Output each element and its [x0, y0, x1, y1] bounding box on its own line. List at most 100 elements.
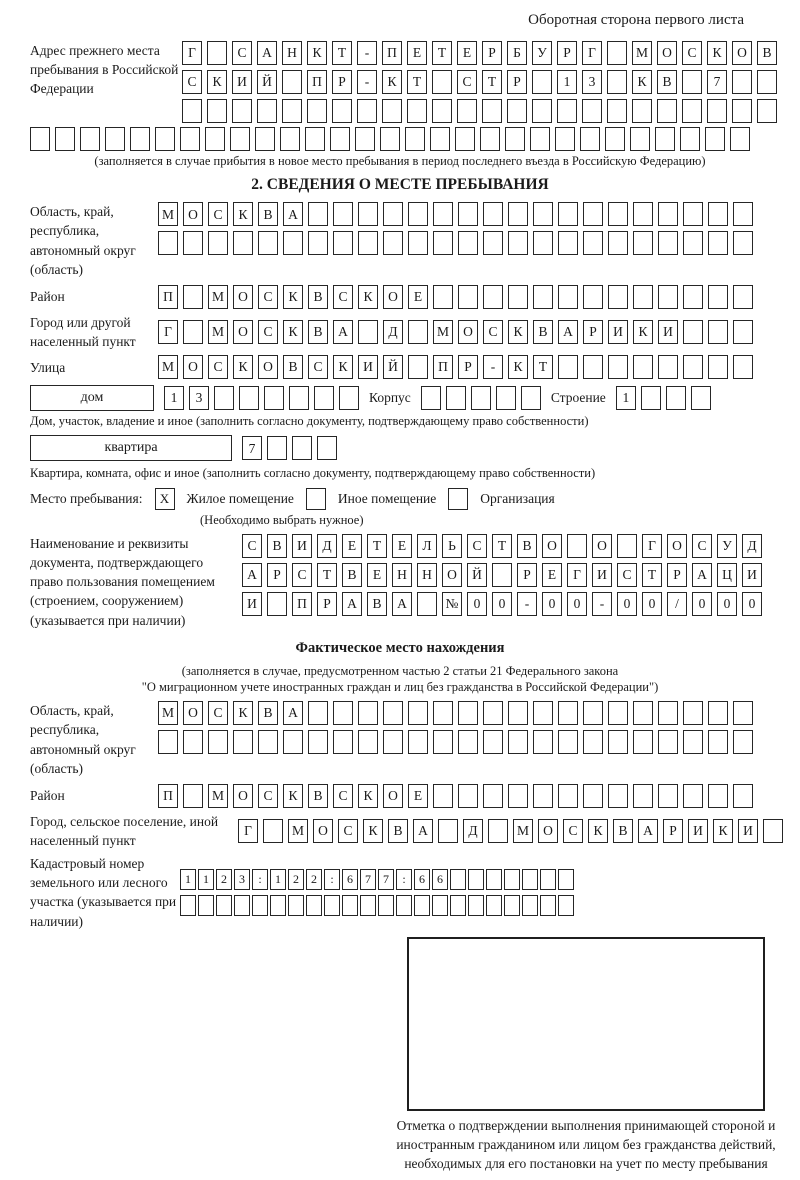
- char-box[interactable]: [507, 99, 527, 123]
- char-box[interactable]: С: [692, 533, 712, 558]
- char-box[interactable]: В: [308, 284, 328, 309]
- char-box[interactable]: [158, 231, 178, 256]
- char-box[interactable]: К: [508, 355, 528, 380]
- char-box[interactable]: [508, 202, 528, 227]
- char-box[interactable]: [438, 819, 458, 843]
- char-box[interactable]: [680, 127, 700, 151]
- char-box[interactable]: [683, 284, 703, 309]
- char-box[interactable]: [732, 99, 752, 123]
- char-box[interactable]: [270, 894, 286, 916]
- char-box[interactable]: [608, 355, 628, 380]
- char-box[interactable]: [488, 819, 508, 843]
- char-box[interactable]: 6: [342, 868, 358, 890]
- char-box[interactable]: К: [207, 70, 227, 94]
- char-box[interactable]: [252, 894, 268, 916]
- char-box[interactable]: [378, 894, 394, 916]
- char-box[interactable]: О: [383, 783, 403, 808]
- char-box[interactable]: [430, 127, 450, 151]
- char-box[interactable]: С: [467, 533, 487, 558]
- char-box[interactable]: [339, 386, 359, 411]
- char-box[interactable]: [282, 99, 302, 123]
- char-box[interactable]: [408, 730, 428, 755]
- char-box[interactable]: [708, 284, 728, 309]
- char-box[interactable]: №: [442, 591, 462, 616]
- char-box[interactable]: О: [233, 320, 253, 345]
- char-box[interactable]: А: [342, 591, 362, 616]
- char-box[interactable]: Ь: [442, 533, 462, 558]
- char-box[interactable]: Й: [257, 70, 277, 94]
- char-box[interactable]: [360, 894, 376, 916]
- char-box[interactable]: [207, 99, 227, 123]
- char-box[interactable]: [408, 355, 428, 380]
- char-box[interactable]: [358, 202, 378, 227]
- char-box[interactable]: Д: [317, 533, 337, 558]
- char-box[interactable]: [665, 386, 686, 411]
- char-box[interactable]: Р: [557, 41, 577, 65]
- char-box[interactable]: [658, 202, 678, 227]
- char-box[interactable]: 1: [557, 70, 577, 94]
- char-box[interactable]: М: [288, 819, 308, 843]
- char-box[interactable]: [483, 202, 503, 227]
- char-box[interactable]: [183, 783, 203, 808]
- char-box[interactable]: В: [613, 819, 633, 843]
- char-box[interactable]: Р: [458, 355, 478, 380]
- char-box[interactable]: [458, 701, 478, 726]
- char-box[interactable]: Р: [332, 70, 352, 94]
- char-box[interactable]: [682, 70, 702, 94]
- char-box[interactable]: [583, 701, 603, 726]
- char-box[interactable]: [658, 730, 678, 755]
- char-box[interactable]: 0: [467, 591, 487, 616]
- char-box[interactable]: И: [688, 819, 708, 843]
- char-box[interactable]: У: [532, 41, 552, 65]
- char-box[interactable]: В: [342, 562, 362, 587]
- char-box[interactable]: [306, 894, 322, 916]
- char-box[interactable]: [558, 783, 578, 808]
- char-box[interactable]: [333, 701, 353, 726]
- char-box[interactable]: [239, 386, 259, 411]
- char-box[interactable]: Д: [742, 533, 762, 558]
- char-box[interactable]: [533, 701, 553, 726]
- char-box[interactable]: 7: [707, 70, 727, 94]
- char-box[interactable]: Р: [317, 591, 337, 616]
- char-box[interactable]: [432, 99, 452, 123]
- char-box[interactable]: 6: [432, 868, 448, 890]
- char-box[interactable]: [283, 730, 303, 755]
- char-box[interactable]: [289, 386, 309, 411]
- char-box[interactable]: :: [396, 868, 412, 890]
- char-box[interactable]: -: [357, 41, 377, 65]
- char-box[interactable]: Н: [417, 562, 437, 587]
- char-box[interactable]: [433, 202, 453, 227]
- char-box[interactable]: 2: [306, 868, 322, 890]
- char-box[interactable]: [733, 284, 753, 309]
- char-box[interactable]: К: [633, 320, 653, 345]
- char-box[interactable]: К: [358, 783, 378, 808]
- char-box[interactable]: [468, 868, 484, 890]
- char-box[interactable]: 7: [378, 868, 394, 890]
- char-box[interactable]: О: [657, 41, 677, 65]
- char-box[interactable]: [558, 202, 578, 227]
- char-box[interactable]: В: [388, 819, 408, 843]
- char-box[interactable]: И: [608, 320, 628, 345]
- char-box[interactable]: [763, 819, 783, 843]
- char-box[interactable]: [683, 783, 703, 808]
- char-box[interactable]: О: [592, 533, 612, 558]
- char-box[interactable]: [683, 202, 703, 227]
- char-box[interactable]: О: [667, 533, 687, 558]
- char-box[interactable]: [567, 533, 587, 558]
- char-box[interactable]: [333, 202, 353, 227]
- char-box[interactable]: Р: [482, 41, 502, 65]
- char-box[interactable]: [483, 730, 503, 755]
- char-box[interactable]: [757, 99, 777, 123]
- char-box[interactable]: О: [313, 819, 333, 843]
- char-box[interactable]: [508, 701, 528, 726]
- char-box[interactable]: [207, 41, 227, 65]
- char-box[interactable]: Р: [663, 819, 683, 843]
- char-box[interactable]: [470, 386, 491, 411]
- char-box[interactable]: К: [233, 701, 253, 726]
- char-box[interactable]: И: [592, 562, 612, 587]
- char-box[interactable]: [540, 868, 556, 890]
- char-box[interactable]: И: [292, 533, 312, 558]
- char-box[interactable]: [230, 127, 250, 151]
- char-box[interactable]: Е: [367, 562, 387, 587]
- char-box[interactable]: И: [242, 591, 262, 616]
